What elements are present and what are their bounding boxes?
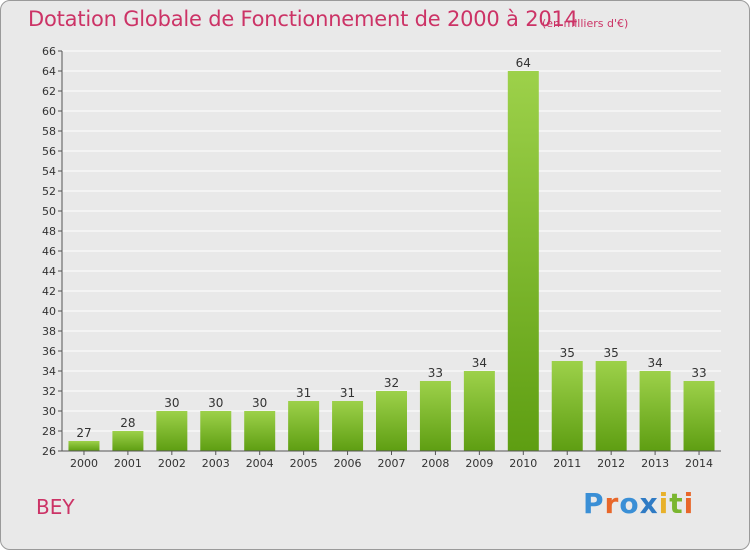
x-tick-label: 2000 [70, 457, 98, 470]
x-tick-label: 2010 [509, 457, 537, 470]
bar [200, 411, 232, 451]
bar [244, 411, 276, 451]
x-tick-label: 2001 [114, 457, 142, 470]
bar [595, 361, 627, 451]
proxiti-logo: Proxiti [583, 487, 695, 520]
bar [112, 431, 144, 451]
bar-value-label: 35 [604, 346, 619, 360]
y-tick-label: 28 [42, 425, 56, 438]
y-tick-label: 26 [42, 445, 56, 458]
bar-value-label: 31 [296, 386, 311, 400]
bars: 27 28 30 30 30 31 31 32 33 34 64 35 35 34 33 [68, 56, 715, 451]
y-tick-label: 50 [42, 205, 56, 218]
y-tick-label: 44 [42, 265, 56, 278]
x-tick-label: 2005 [290, 457, 318, 470]
y-tick-label: 32 [42, 385, 56, 398]
x-tick-label: 2011 [553, 457, 581, 470]
bar [683, 381, 715, 451]
y-tick-label: 48 [42, 225, 56, 238]
bar [288, 401, 320, 451]
axes: 26 28 30 32 34 36 38 40 42 44 46 48 50 52 54 56 58 60 62 64… [42, 45, 721, 470]
x-tick-label: 2004 [246, 457, 274, 470]
x-tick-label: 2014 [685, 457, 713, 470]
y-tick-label: 60 [42, 105, 56, 118]
bar-value-label: 34 [647, 356, 662, 370]
y-tick-label: 30 [42, 405, 56, 418]
y-tick-label: 66 [42, 45, 56, 58]
y-tick-label: 46 [42, 245, 56, 258]
y-tick-label: 62 [42, 85, 56, 98]
bar-value-label: 35 [560, 346, 575, 360]
bar [156, 411, 188, 451]
x-tick-label: 2009 [465, 457, 493, 470]
y-tick-label: 64 [42, 65, 56, 78]
x-tick-label: 2006 [334, 457, 362, 470]
y-tick-label: 52 [42, 185, 56, 198]
y-tick-label: 38 [42, 325, 56, 338]
bar [551, 361, 583, 451]
y-tick-label: 56 [42, 145, 56, 158]
x-tick-label: 2008 [421, 457, 449, 470]
bar [68, 441, 100, 451]
bar-value-label: 34 [472, 356, 487, 370]
bar-value-label: 27 [76, 426, 91, 440]
bar-value-label: 31 [340, 386, 355, 400]
bar [463, 371, 495, 451]
x-tick-label: 2003 [202, 457, 230, 470]
x-tick-label: 2002 [158, 457, 186, 470]
bar [419, 381, 451, 451]
y-tick-label: 40 [42, 305, 56, 318]
bar-value-label: 28 [120, 416, 135, 430]
y-tick-label: 42 [42, 285, 56, 298]
bar [332, 401, 364, 451]
bar [376, 391, 407, 451]
bar [507, 71, 539, 451]
x-tick-label: 2012 [597, 457, 625, 470]
bar-value-label: 30 [164, 396, 179, 410]
bar-value-label: 33 [691, 366, 706, 380]
y-tick-label: 34 [42, 365, 56, 378]
bar-value-label: 32 [384, 376, 399, 390]
y-tick-label: 58 [42, 125, 56, 138]
bar [639, 371, 671, 451]
y-tick-label: 54 [42, 165, 56, 178]
bar-value-label: 30 [252, 396, 267, 410]
chart-title: Dotation Globale de Fonctionnement de 20… [28, 7, 578, 31]
bar-value-label: 33 [428, 366, 443, 380]
commune-name: BEY [36, 495, 75, 519]
chart-unit: (en milliers d'€) [542, 17, 629, 30]
x-tick-label: 2007 [378, 457, 406, 470]
y-tick-label: 36 [42, 345, 56, 358]
x-tick-label: 2013 [641, 457, 669, 470]
bar-value-label: 64 [516, 56, 531, 70]
bar-value-label: 30 [208, 396, 223, 410]
